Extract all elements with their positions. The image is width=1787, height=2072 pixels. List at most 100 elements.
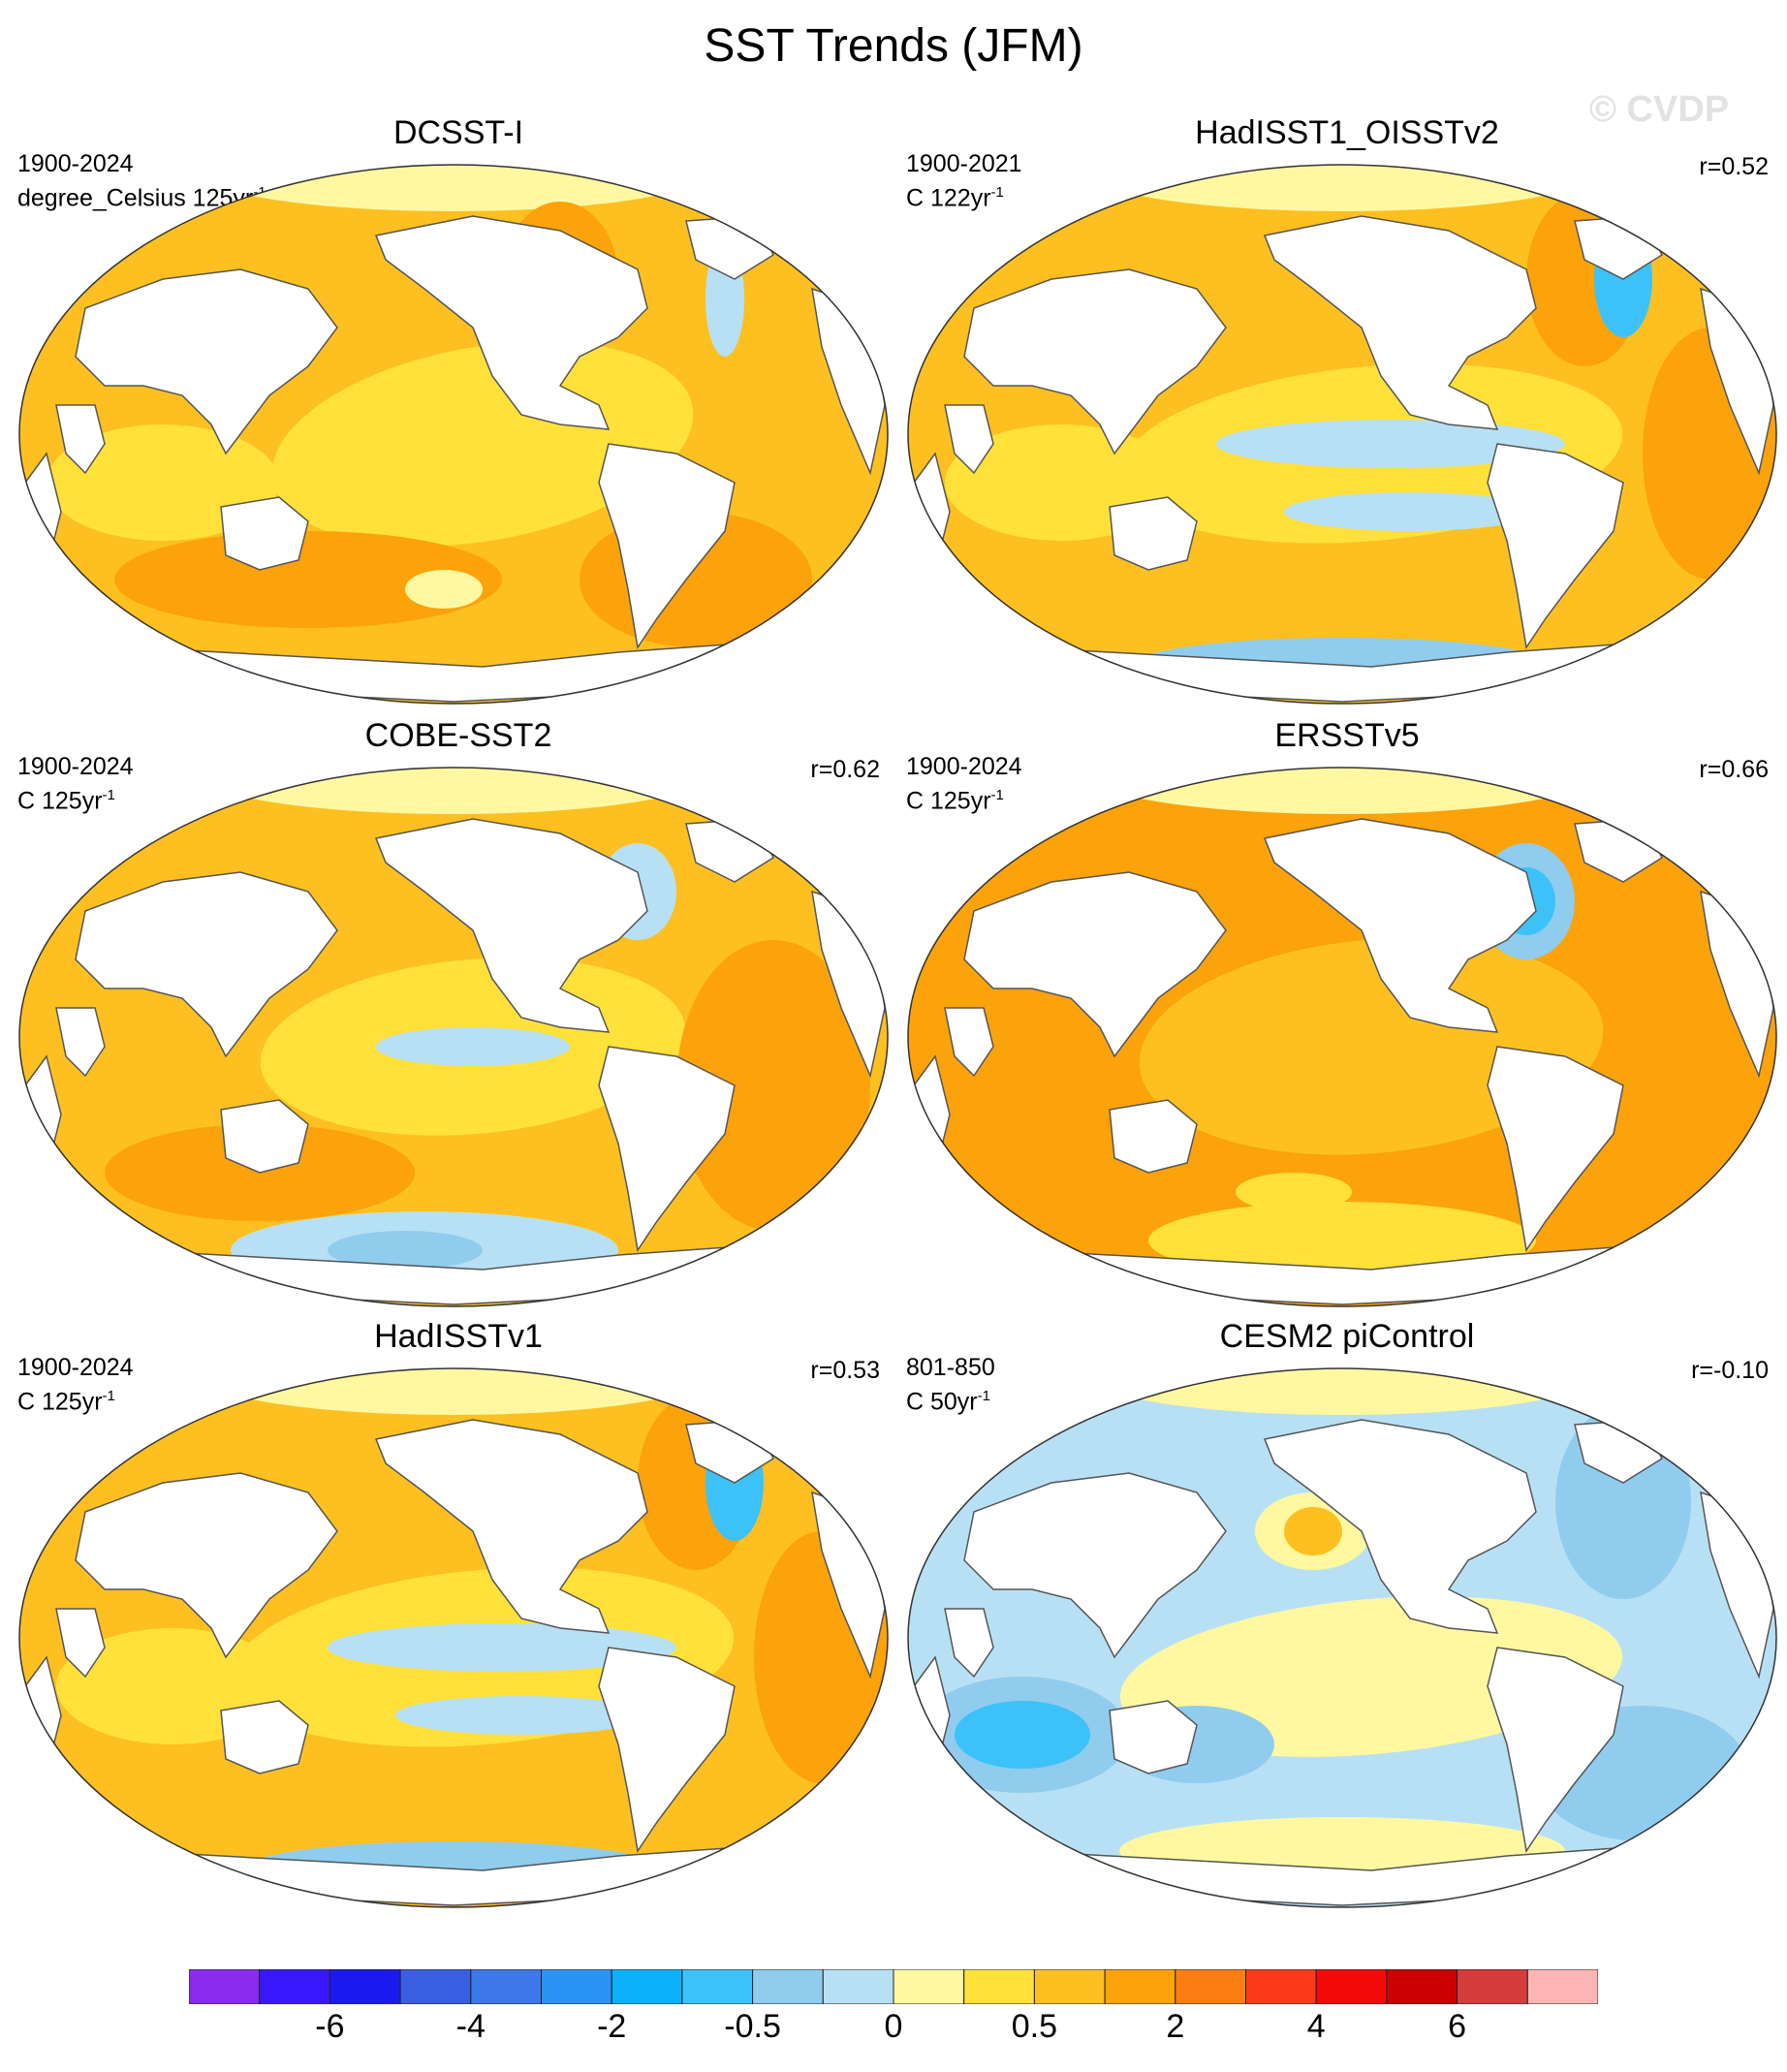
panel-correlation: r=0.66 — [1699, 756, 1769, 783]
panel-correlation: r=0.62 — [810, 756, 880, 783]
map-field — [908, 165, 1776, 704]
panel-period: 1900-2024 — [17, 150, 134, 177]
panel-title: COBE-SST2 — [364, 717, 552, 754]
colorbar-tick-label: 6 — [1448, 2008, 1467, 2045]
colorbar-tick-label: 0 — [884, 2008, 903, 2045]
colorbar-swatch — [752, 1969, 824, 2004]
panel-title: HadISSTv1 — [374, 1318, 543, 1355]
colorbar-tick-label: 4 — [1306, 2008, 1326, 2045]
trend-field-patch — [202, 165, 705, 211]
trend-field-patch — [1216, 420, 1565, 468]
trend-field-patch — [1148, 1202, 1536, 1279]
land-mass — [598, 1647, 736, 1853]
land-mass — [1487, 443, 1624, 649]
panel-units-base: C 122yr — [906, 184, 991, 212]
world-map — [907, 164, 1777, 705]
land-mass — [944, 1608, 994, 1679]
map-panel: HadISST1_OISSTv2 1900-2021 C 122yr-1 r=0.52 — [906, 114, 1787, 706]
panel-period: 801-850 — [906, 1354, 995, 1381]
land-mass — [220, 1700, 309, 1774]
trend-field-patch — [271, 341, 694, 547]
trend-field-patch — [202, 1368, 705, 1415]
colorbar-tick-label: -0.5 — [724, 2008, 781, 2045]
map-border — [18, 767, 889, 1307]
panel-correlation: r=0.52 — [1699, 153, 1769, 180]
watermark: © CVDP — [1589, 89, 1730, 130]
colorbar-tick-label: -4 — [455, 2008, 486, 2045]
colorbar-swatch — [963, 1969, 1035, 2004]
colorbar-swatch — [1104, 1969, 1176, 2004]
trend-field-patch — [1139, 938, 1604, 1155]
map-panel: CESM2 piControl 801-850 C 50yr-1 r=-0.10 — [906, 1318, 1787, 1909]
panel-units-exponent: -1 — [102, 1388, 115, 1404]
land-mass — [75, 871, 338, 1058]
trend-field-patch — [114, 531, 502, 628]
colorbar-swatch — [1033, 1969, 1106, 2004]
trend-field-patch — [1284, 492, 1536, 531]
land-mass — [55, 1007, 106, 1078]
land-mass — [1263, 818, 1537, 1033]
land-mass — [963, 871, 1227, 1058]
trend-field-patch — [328, 1231, 483, 1270]
panel-units-base: C 125yr — [17, 1388, 103, 1416]
map-field — [19, 768, 888, 1306]
colorbar-swatch — [1526, 1969, 1598, 2004]
land-mass — [963, 1472, 1227, 1659]
land-mass — [598, 1046, 736, 1252]
colorbar-swatch — [259, 1969, 330, 2004]
land-mass — [220, 496, 309, 571]
map-border — [907, 1367, 1777, 1908]
land-mass — [220, 1099, 309, 1174]
panel-units-exponent: -1 — [990, 184, 1004, 201]
colorbar-swatch — [1175, 1969, 1246, 2004]
colorbar-swatch — [611, 1969, 683, 2004]
trend-field-patch — [202, 768, 705, 814]
panel-period: 1900-2021 — [906, 150, 1022, 177]
colorbar-swatch — [189, 1969, 261, 2004]
panel-period: 1900-2024 — [17, 1354, 134, 1381]
land-mass — [598, 443, 736, 649]
colorbar-tick-label: -6 — [315, 2008, 345, 2045]
land-mass — [1109, 1700, 1198, 1774]
panel-units-base: C 50yr — [906, 1388, 978, 1416]
colorbar-swatch — [399, 1969, 472, 2004]
trend-field-patch — [328, 1623, 676, 1672]
trend-field-patch — [405, 570, 483, 609]
land-mass — [55, 404, 106, 475]
panel-units-base: C 125yr — [906, 787, 991, 815]
land-mass — [1109, 1099, 1198, 1174]
panel-title: CESM2 piControl — [1219, 1318, 1475, 1355]
panel-units: C 125yr-1 — [906, 781, 1004, 815]
map-border — [18, 1367, 889, 1908]
panel-units-exponent: -1 — [977, 1388, 990, 1404]
colorbar-swatch — [681, 1969, 754, 2004]
map-border — [907, 767, 1777, 1307]
world-map — [18, 1367, 889, 1908]
colorbar — [189, 1969, 1598, 2004]
colorbar-swatch — [1245, 1969, 1317, 2004]
trend-field-patch — [1090, 1368, 1594, 1415]
trend-field-patch — [955, 1701, 1090, 1769]
map-panel: COBE-SST2 1900-2024 C 125yr-1 r=0.62 — [17, 717, 899, 1308]
land-mass — [374, 1419, 648, 1634]
land-mass — [55, 1608, 106, 1679]
colorbar-tick-label: -2 — [597, 2008, 627, 2045]
map-field — [908, 1368, 1776, 1907]
land-mass — [1109, 496, 1198, 571]
map-field — [19, 165, 888, 704]
trend-field-patch — [1090, 165, 1594, 211]
land-mass — [944, 1007, 994, 1078]
panel-units: C 125yr-1 — [17, 1382, 115, 1416]
panel-units: C 125yr-1 — [17, 781, 115, 815]
world-map — [18, 767, 889, 1307]
land-mass — [944, 404, 994, 475]
land-mass — [1487, 1046, 1624, 1252]
trend-field-patch — [1090, 768, 1594, 814]
panel-units: C 50yr-1 — [906, 1382, 990, 1416]
figure-title: SST Trends (JFM) — [704, 20, 1083, 72]
colorbar-swatch — [541, 1969, 612, 2004]
colorbar-tick-label: 0.5 — [1011, 2008, 1058, 2045]
world-map — [907, 767, 1777, 1307]
world-map — [18, 164, 889, 705]
land-mass — [374, 215, 648, 430]
